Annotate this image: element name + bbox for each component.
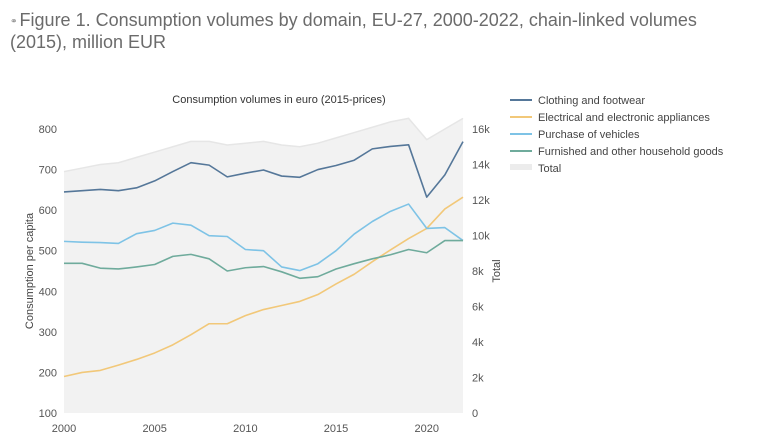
chart-legend: Clothing and footwear Electrical and elec… <box>510 95 724 175</box>
legend-item-furnished-and-other-household-goods: Furnished and other household goods <box>510 146 724 158</box>
x-tick-label: 2015 <box>324 423 348 435</box>
y2-tick-label: 0 <box>472 408 478 420</box>
y2-tick-label: 12k <box>472 195 490 207</box>
y-tick-label: 700 <box>39 165 57 177</box>
legend-label: Purchase of vehicles <box>538 129 640 141</box>
series-electrical-and-electronic-appliances-line <box>63 196 464 378</box>
link-icon: ⚭ <box>10 15 18 26</box>
x-axis-ticks: 2000 2005 2010 2015 2020 <box>52 423 439 435</box>
series-total-edge <box>63 117 464 173</box>
y2-tick-label: 2k <box>472 373 484 385</box>
y-tick-label: 100 <box>39 408 57 420</box>
legend-swatch <box>510 164 532 170</box>
x-tick-label: 2000 <box>52 423 76 435</box>
y-tick-label: 200 <box>39 367 57 379</box>
series-furnished-and-other-household-goods-line <box>64 239 463 280</box>
left-axis-ticks: 100 200 300 400 500 600 700 800 <box>39 124 57 420</box>
legend-label: Electrical and electronic appliances <box>538 112 710 124</box>
figure-title-text: Figure 1. Consumption volumes by domain,… <box>10 10 697 52</box>
series-lines-layer <box>63 141 464 378</box>
y2-tick-label: 4k <box>472 337 484 349</box>
chart-title: Consumption volumes in euro (2015-prices… <box>172 94 385 106</box>
legend-item-total: Total <box>510 163 561 175</box>
right-axis-ticks: 0 2k 4k 6k 8k 10k 12k 14k 16k <box>472 124 490 420</box>
y-tick-label: 400 <box>39 286 57 298</box>
y-tick-label: 500 <box>39 246 57 258</box>
y-tick-label: 800 <box>39 124 57 136</box>
legend-item-purchase-of-vehicles: Purchase of vehicles <box>510 129 640 141</box>
y2-tick-label: 10k <box>472 231 490 243</box>
total-area-layer <box>63 117 464 413</box>
legend-item-electrical-and-electronic-appliances: Electrical and electronic appliances <box>510 112 710 124</box>
y2-axis-label: Total <box>491 259 503 282</box>
y2-tick-label: 14k <box>472 160 490 172</box>
x-tick-label: 2020 <box>414 423 438 435</box>
y2-tick-label: 16k <box>472 124 490 136</box>
legend-label: Total <box>538 163 561 175</box>
y-tick-label: 300 <box>39 327 57 339</box>
x-tick-label: 2010 <box>233 423 257 435</box>
series-total-area <box>64 118 463 413</box>
legend-label: Clothing and footwear <box>538 95 645 107</box>
y2-tick-label: 6k <box>472 302 484 314</box>
x-tick-label: 2005 <box>142 423 166 435</box>
y-axis-label: Consumption per capita <box>24 212 36 329</box>
y-tick-label: 600 <box>39 205 57 217</box>
series-clothing-and-footwear-line <box>63 141 464 198</box>
legend-label: Furnished and other household goods <box>538 146 724 158</box>
y2-tick-label: 8k <box>472 266 484 278</box>
figure-title: ⚭ Figure 1. Consumption volumes by domain… <box>10 10 730 53</box>
series-purchase-of-vehicles-line <box>63 203 464 272</box>
legend-item-clothing-and-footwear: Clothing and footwear <box>510 95 645 107</box>
